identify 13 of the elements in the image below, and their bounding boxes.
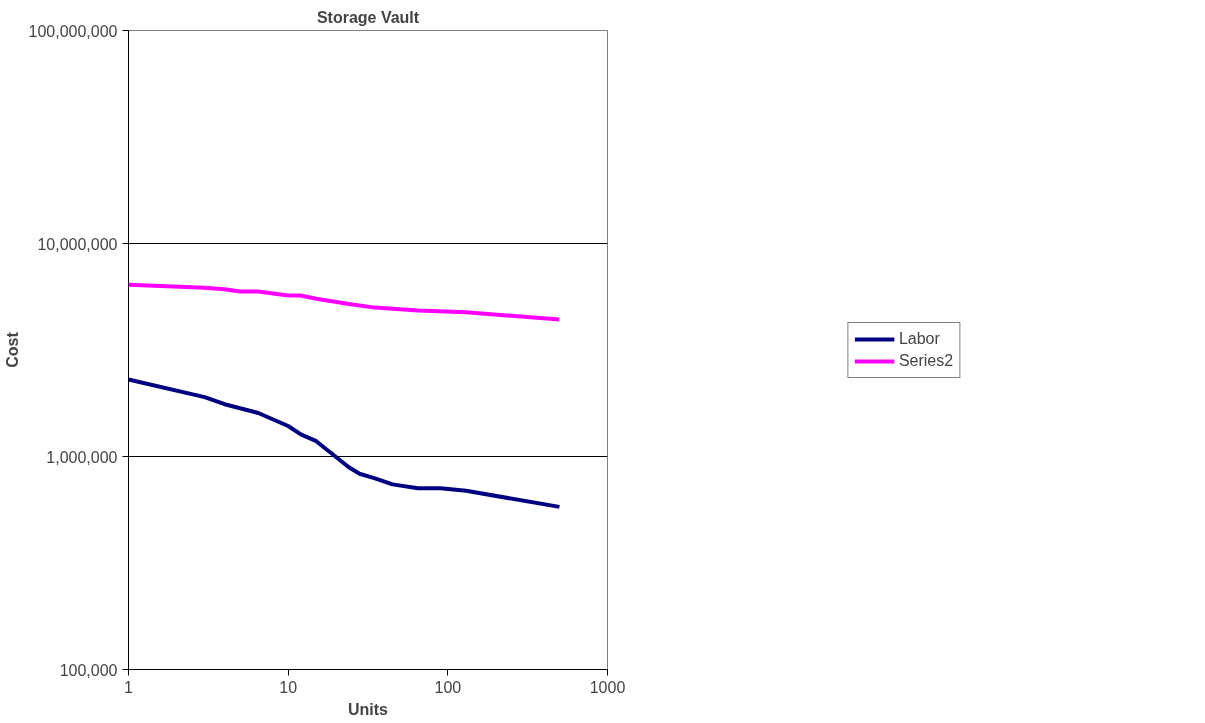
y-tick-label: 10,000,000	[37, 235, 118, 253]
x-tick-label: 1000	[589, 678, 626, 696]
y-tick-label: 1,000,000	[46, 448, 118, 466]
y-tick-label: 100,000	[59, 661, 118, 679]
y-tick-label: 100,000,000	[28, 22, 118, 40]
chart-title: Storage Vault	[316, 8, 420, 26]
x-axis-title: Units	[348, 700, 389, 718]
x-tick-label: 1	[124, 678, 134, 696]
y-axis-title: Cost	[3, 331, 21, 368]
legend-label: Series2	[898, 351, 954, 370]
x-tick-label: 10	[279, 678, 298, 696]
x-tick-label: 100	[434, 678, 462, 696]
legend-label: Labor	[898, 329, 940, 348]
